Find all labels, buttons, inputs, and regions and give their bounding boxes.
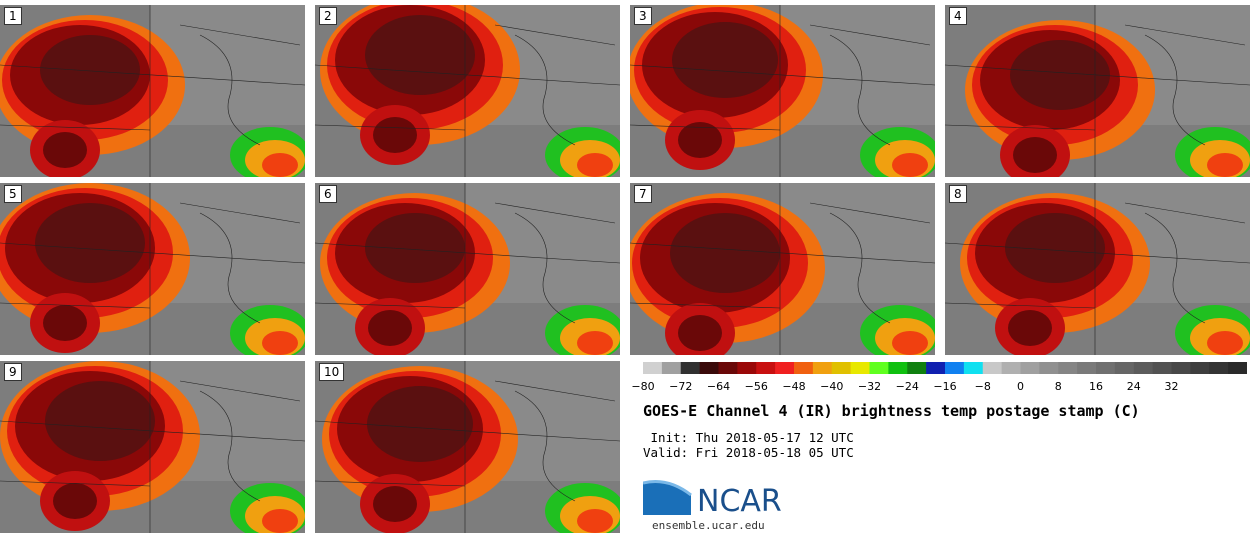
colorbar-swatch <box>850 362 870 374</box>
figure-title: GOES-E Channel 4 (IR) brightness temp po… <box>643 402 1140 420</box>
panel-label: 3 <box>634 7 652 25</box>
colorbar-swatch <box>718 362 738 374</box>
colorbar-swatch <box>1077 362 1097 374</box>
colorbar-swatch <box>737 362 757 374</box>
colorbar-tick-label: −80 <box>631 380 655 393</box>
postage-stamp-panel: 6 <box>315 183 620 355</box>
colorbar-swatch <box>794 362 814 374</box>
site-url: ensemble.ucar.edu <box>652 519 765 532</box>
postage-stamp-panel: 1 <box>0 5 305 177</box>
postage-stamp-panel: 4 <box>945 5 1250 177</box>
init-time: Init: Thu 2018-05-17 12 UTC <box>643 430 854 445</box>
panel-label: 5 <box>4 185 22 203</box>
panel-label: 2 <box>319 7 337 25</box>
colorbar-swatch <box>1001 362 1021 374</box>
colorbar <box>643 362 1247 374</box>
colorbar-swatch <box>1058 362 1078 374</box>
colorbar-tick-label: −24 <box>895 380 919 393</box>
colorbar-tick-label: −16 <box>933 380 957 393</box>
panel-label: 9 <box>4 363 22 381</box>
postage-stamp-panel: 3 <box>630 5 935 177</box>
colorbar-swatch <box>1171 362 1191 374</box>
colorbar-swatch <box>775 362 795 374</box>
postage-stamp-panel: 8 <box>945 183 1250 355</box>
postage-stamp-panel: 10 <box>315 361 620 533</box>
colorbar-tick-label: −48 <box>782 380 806 393</box>
colorbar-swatch <box>1133 362 1154 374</box>
colorbar-tick-label: −40 <box>820 380 844 393</box>
valid-time: Valid: Fri 2018-05-18 05 UTC <box>643 445 854 460</box>
colorbar-swatch <box>907 362 927 374</box>
colorbar-swatch <box>699 362 719 374</box>
colorbar-swatch <box>680 362 701 374</box>
colorbar-swatch <box>888 362 908 374</box>
colorbar-swatch <box>1096 362 1116 374</box>
colorbar-swatch <box>756 362 776 374</box>
postage-stamp-panel: 9 <box>0 361 305 533</box>
colorbar-swatch <box>869 362 889 374</box>
colorbar-tick-label: −64 <box>706 380 731 393</box>
ncar-logo <box>643 480 692 515</box>
colorbar-swatch <box>661 362 682 374</box>
colorbar-tick-label: −56 <box>744 380 768 393</box>
colorbar-swatch <box>945 362 965 374</box>
colorbar-swatch <box>926 362 946 374</box>
logo-text: NCAR <box>697 484 782 519</box>
panel-label: 10 <box>319 363 345 381</box>
colorbar-swatch <box>1190 362 1210 374</box>
colorbar-swatch <box>643 362 663 374</box>
colorbar-swatch <box>1020 362 1040 374</box>
colorbar-tick-label: −8 <box>974 380 991 393</box>
colorbar-swatch <box>812 362 833 374</box>
colorbar-swatch <box>982 362 1003 374</box>
colorbar-swatch <box>831 362 852 374</box>
colorbar-tick-label: −72 <box>669 380 693 393</box>
colorbar-tick-label: −32 <box>857 380 882 393</box>
colorbar-swatch <box>1039 362 1059 374</box>
colorbar-tick-label: 24 <box>1126 380 1141 393</box>
postage-stamp-panel: 7 <box>630 183 935 355</box>
colorbar-swatch <box>963 362 984 374</box>
colorbar-tick-label: 8 <box>1054 380 1062 393</box>
colorbar-tick-label: 0 <box>1017 380 1024 393</box>
panel-label: 4 <box>949 7 967 25</box>
panel-label: 8 <box>949 185 967 203</box>
colorbar-swatch <box>1114 362 1135 374</box>
colorbar-swatch <box>1228 362 1247 374</box>
colorbar-swatch <box>1209 362 1229 374</box>
panel-label: 7 <box>634 185 652 203</box>
colorbar-tick-label: 16 <box>1089 380 1103 393</box>
postage-stamp-panel: 5 <box>0 183 305 355</box>
postage-stamp-panel: 2 <box>315 5 620 177</box>
panel-label: 6 <box>319 185 337 203</box>
panel-label: 1 <box>4 7 22 25</box>
colorbar-tick-label: 32 <box>1164 380 1179 393</box>
colorbar-swatch <box>1152 362 1172 374</box>
